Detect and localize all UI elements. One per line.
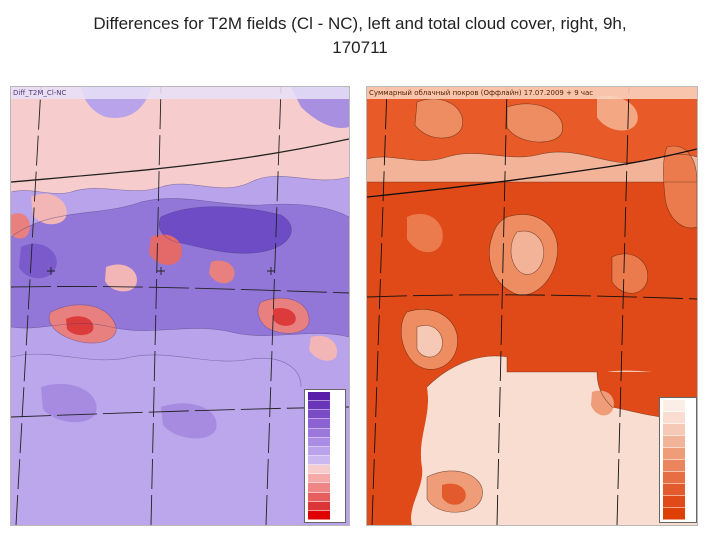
cloud-cover-legend-swatch [663,472,685,484]
t2m-legend-swatch [308,456,330,466]
deep-cold-core [159,206,292,254]
broken-patch-east [663,146,697,228]
cloud-cover-legend-swatch [663,436,685,448]
cloud-cover-legend-swatch [663,400,685,412]
warm-patch-8 [309,335,338,361]
left-map-header: Diff_T2M_Cl-NC [11,87,349,99]
t2m-legend-swatch [308,401,330,411]
contour-lines [11,175,349,388]
slide-title-line-1: Differences for T2M fields (Cl - NC), le… [93,14,627,33]
warm-region-north [11,87,349,194]
deep-cold-west [19,243,57,279]
warm-patch-5 [105,264,137,292]
cloud-cover-legend-swatch [663,448,685,460]
cloud-cover-color-legend [659,397,697,523]
t2m-legend-swatch [308,465,330,475]
cloud-cover-legend-swatch [663,424,685,436]
clear-region-south [411,356,697,525]
cloud-cover-legend-row [660,484,696,496]
cloud-core-south-1 [442,483,466,505]
slide-title-line-2: 170711 [332,38,388,57]
contour-lines [367,98,697,513]
t2m-difference-map: Diff_T2M_Cl-NC [10,86,350,526]
warm-patch-6 [209,260,235,284]
t2m-legend-swatch [308,501,330,511]
cloud-cover-legend-swatch [663,508,685,520]
cloud-cover-legend-row [660,496,696,508]
cloud-cover-legend-row [660,448,696,460]
t2m-legend-row [305,419,345,429]
cloud-cover-legend-row [660,400,696,412]
warm-patch-7 [11,213,30,239]
cloud-cover-legend-row [660,424,696,436]
t2m-legend-row [305,483,345,493]
cold-patch-south-2 [161,403,217,439]
map-tick-marks [47,267,275,275]
broken-patch-north-3 [597,96,638,131]
cloud-cover-legend-swatch [663,460,685,472]
t2m-legend-row [305,474,345,484]
partly-cloudy-band [367,152,697,182]
broken-patch-north-2 [507,103,563,143]
t2m-difference-map-canvas [11,87,349,525]
broken-hole-2 [407,213,443,253]
cold-region-south [11,354,301,525]
t2m-legend-row [305,410,345,420]
t2m-legend-row [305,392,345,402]
t2m-legend-row [305,510,345,520]
t2m-legend-swatch [308,510,330,520]
t2m-legend-swatch [308,474,330,484]
t2m-legend-row [305,428,345,438]
t2m-legend-row [305,501,345,511]
cloud-cover-legend-row [660,436,696,448]
cloud-patch-south-2 [591,390,614,416]
cloud-cover-legend-swatch [663,412,685,424]
cloud-cover-legend-swatch [663,484,685,496]
cloud-cover-map-canvas [367,87,697,525]
t2m-legend-swatch [308,428,330,438]
hot-spot-1 [66,316,94,336]
cloud-cover-legend-row [660,460,696,472]
t2m-legend-row [305,492,345,502]
broken-patch-north-1 [415,98,463,139]
t2m-legend-swatch [308,483,330,493]
cloud-cover-legend-row [660,472,696,484]
t2m-legend-swatch [308,492,330,502]
overcast-southwest [367,387,429,525]
slide-title: Differences for T2M fields (Cl - NC), le… [40,12,680,60]
t2m-legend-swatch [308,410,330,420]
map-graticule [11,87,349,525]
cloud-cover-legend-row [660,412,696,424]
right-map-header: Суммарный облачный покров (Оффлайн) 17.0… [367,87,697,99]
t2m-legend-row [305,437,345,447]
thin-hole-1 [511,231,544,275]
thin-hole-2 [417,325,443,358]
cloud-cover-legend-row [660,508,696,520]
t2m-legend-swatch [308,437,330,447]
hot-spot-2 [273,307,296,326]
t2m-legend-row [305,446,345,456]
t2m-legend-row [305,456,345,466]
t2m-legend-swatch [308,446,330,456]
t2m-legend-swatch [308,419,330,429]
t2m-legend-row [305,465,345,475]
cloud-cover-map: Суммарный облачный покров (Оффлайн) 17.0… [366,86,698,526]
cold-patch-south-1 [41,383,97,423]
cloud-cover-legend-swatch [663,496,685,508]
t2m-legend-row [305,401,345,411]
warm-patch-1 [31,193,67,225]
broken-hole-3 [612,253,648,294]
t2m-color-legend [304,389,346,523]
t2m-legend-swatch [308,392,330,402]
map-graticule [367,87,697,525]
